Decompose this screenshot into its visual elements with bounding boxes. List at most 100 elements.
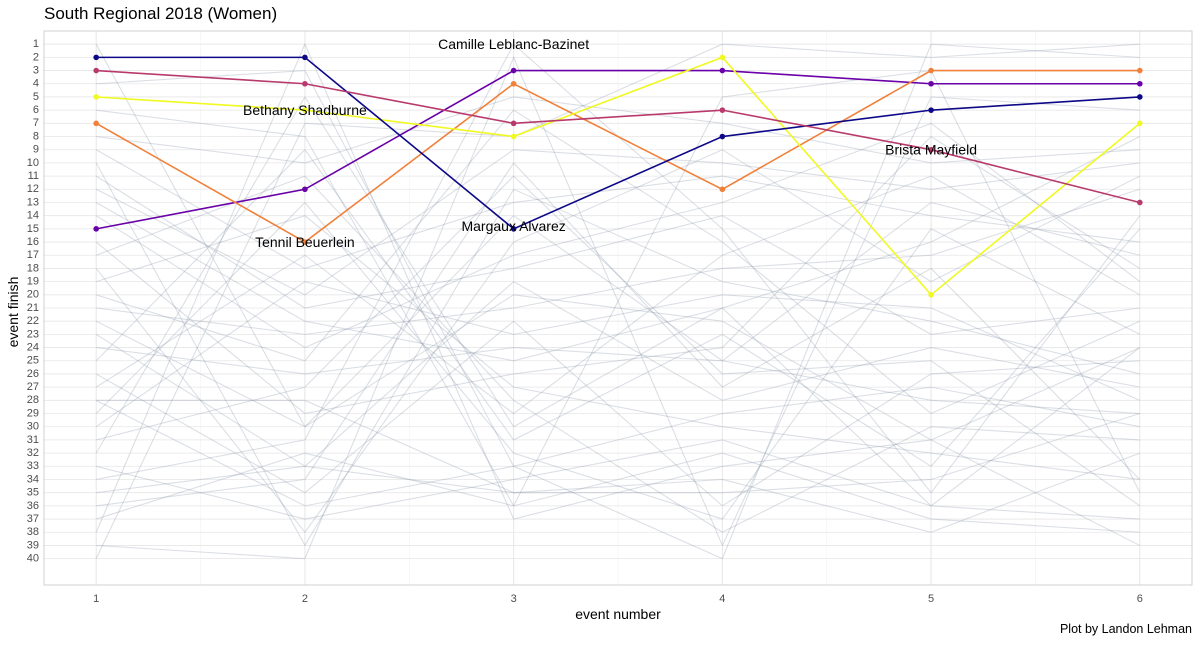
background-series-line — [96, 399, 1141, 533]
background-series-line — [95, 214, 1140, 428]
series-point — [510, 120, 517, 127]
y-tick-label: 31 — [27, 434, 39, 446]
background-series-line — [95, 95, 1141, 454]
series-line — [95, 69, 1140, 244]
background-series-line — [95, 175, 1140, 335]
background-series-line — [95, 43, 1141, 441]
y-tick-label: 12 — [27, 183, 39, 195]
y-tick-label: 3 — [33, 64, 39, 76]
series-point — [510, 133, 517, 140]
y-axis-ticks: 1234567891011121314151617181920212223242… — [27, 38, 39, 564]
series-point — [302, 186, 308, 193]
y-tick-label: 15 — [27, 223, 39, 235]
x-tick-label: 3 — [511, 593, 517, 605]
series-point — [93, 94, 99, 100]
series-point — [928, 292, 934, 298]
series-point — [928, 67, 934, 74]
y-tick-label: 25 — [27, 355, 39, 367]
background-series-line — [95, 201, 1141, 507]
background-series-line — [95, 175, 1141, 415]
x-tick-label: 1 — [93, 593, 99, 605]
series-line — [96, 69, 1140, 230]
y-tick-label: 26 — [27, 368, 39, 380]
y-tick-label: 34 — [27, 473, 39, 485]
series-point — [1137, 67, 1143, 74]
x-axis-label: event number — [575, 606, 661, 622]
background-series-line — [96, 452, 1140, 533]
series-point — [719, 186, 726, 193]
y-tick-label: 24 — [27, 341, 39, 353]
background-series-line — [95, 175, 1140, 533]
background-series-line — [96, 96, 1140, 164]
athlete-name-label: Tennil Beuerlein — [255, 234, 355, 250]
y-tick-label: 36 — [27, 500, 39, 512]
y-tick-label: 35 — [27, 487, 39, 499]
series-point — [1137, 80, 1143, 87]
y-tick-label: 6 — [33, 104, 39, 116]
x-tick-label: 2 — [302, 593, 308, 605]
y-tick-label: 14 — [27, 210, 39, 222]
y-tick-label: 11 — [28, 170, 39, 182]
series-point — [1137, 199, 1143, 206]
series-point — [1137, 120, 1143, 127]
y-tick-label: 19 — [27, 276, 39, 288]
athlete-name-label: Bethany Shadburne — [243, 102, 367, 118]
y-tick-label: 17 — [27, 249, 39, 261]
series-point — [719, 133, 726, 140]
y-tick-label: 37 — [27, 513, 39, 525]
background-series-line — [96, 201, 1140, 375]
series-point — [93, 120, 99, 127]
series-point — [510, 67, 517, 74]
background-series-line — [95, 42, 1141, 546]
y-tick-label: 5 — [33, 91, 39, 103]
background-series-line — [95, 122, 1141, 349]
y-tick-label: 1 — [33, 38, 39, 50]
y-tick-label: 33 — [27, 460, 39, 472]
series-point — [93, 54, 99, 61]
y-tick-label: 9 — [33, 144, 39, 156]
series-point — [302, 107, 308, 113]
series-point — [928, 146, 934, 153]
background-series — [95, 42, 1141, 560]
series-point — [93, 226, 99, 232]
background-series-line — [95, 320, 1140, 507]
series-point — [510, 226, 517, 232]
background-series-line — [95, 280, 1140, 467]
series-point — [93, 67, 99, 74]
series-line — [96, 56, 1141, 296]
x-tick-label: 5 — [928, 593, 934, 605]
athlete-labels: Camille Leblanc-Bazinet Bethany Shadburne… — [243, 36, 977, 250]
series-line — [96, 69, 1141, 204]
y-tick-label: 23 — [27, 328, 39, 340]
series-point — [302, 239, 308, 245]
chart-title: South Regional 2018 (Women) — [44, 4, 278, 23]
background-series-line — [95, 162, 1140, 547]
series-point — [928, 107, 934, 113]
y-tick-label: 20 — [27, 289, 39, 301]
y-tick-label: 27 — [27, 381, 39, 393]
y-tick-label: 32 — [27, 447, 39, 459]
y-tick-label: 22 — [27, 315, 39, 327]
y-tick-label: 7 — [33, 117, 39, 129]
background-series-line — [96, 109, 1141, 415]
background-series-line — [96, 175, 1141, 507]
background-series-line — [96, 188, 1140, 335]
series-point — [719, 107, 726, 113]
series-point — [719, 67, 726, 74]
y-tick-label: 38 — [27, 526, 39, 538]
background-series-line — [95, 201, 1141, 520]
y-tick-label: 16 — [27, 236, 39, 248]
background-series-line — [96, 43, 1140, 560]
plot-caption: Plot by Landon Lehman — [1059, 622, 1192, 636]
series-line — [96, 56, 1140, 230]
athlete-name-label: Camille Leblanc-Bazinet — [438, 36, 589, 52]
series-point — [719, 54, 726, 61]
background-series-line — [95, 386, 1140, 507]
y-tick-label: 30 — [27, 421, 39, 433]
background-series-line — [95, 149, 1140, 296]
background-series-line — [96, 439, 1140, 520]
y-tick-label: 2 — [33, 51, 39, 63]
x-tick-label: 6 — [1137, 593, 1143, 605]
panel-border — [43, 30, 1193, 586]
